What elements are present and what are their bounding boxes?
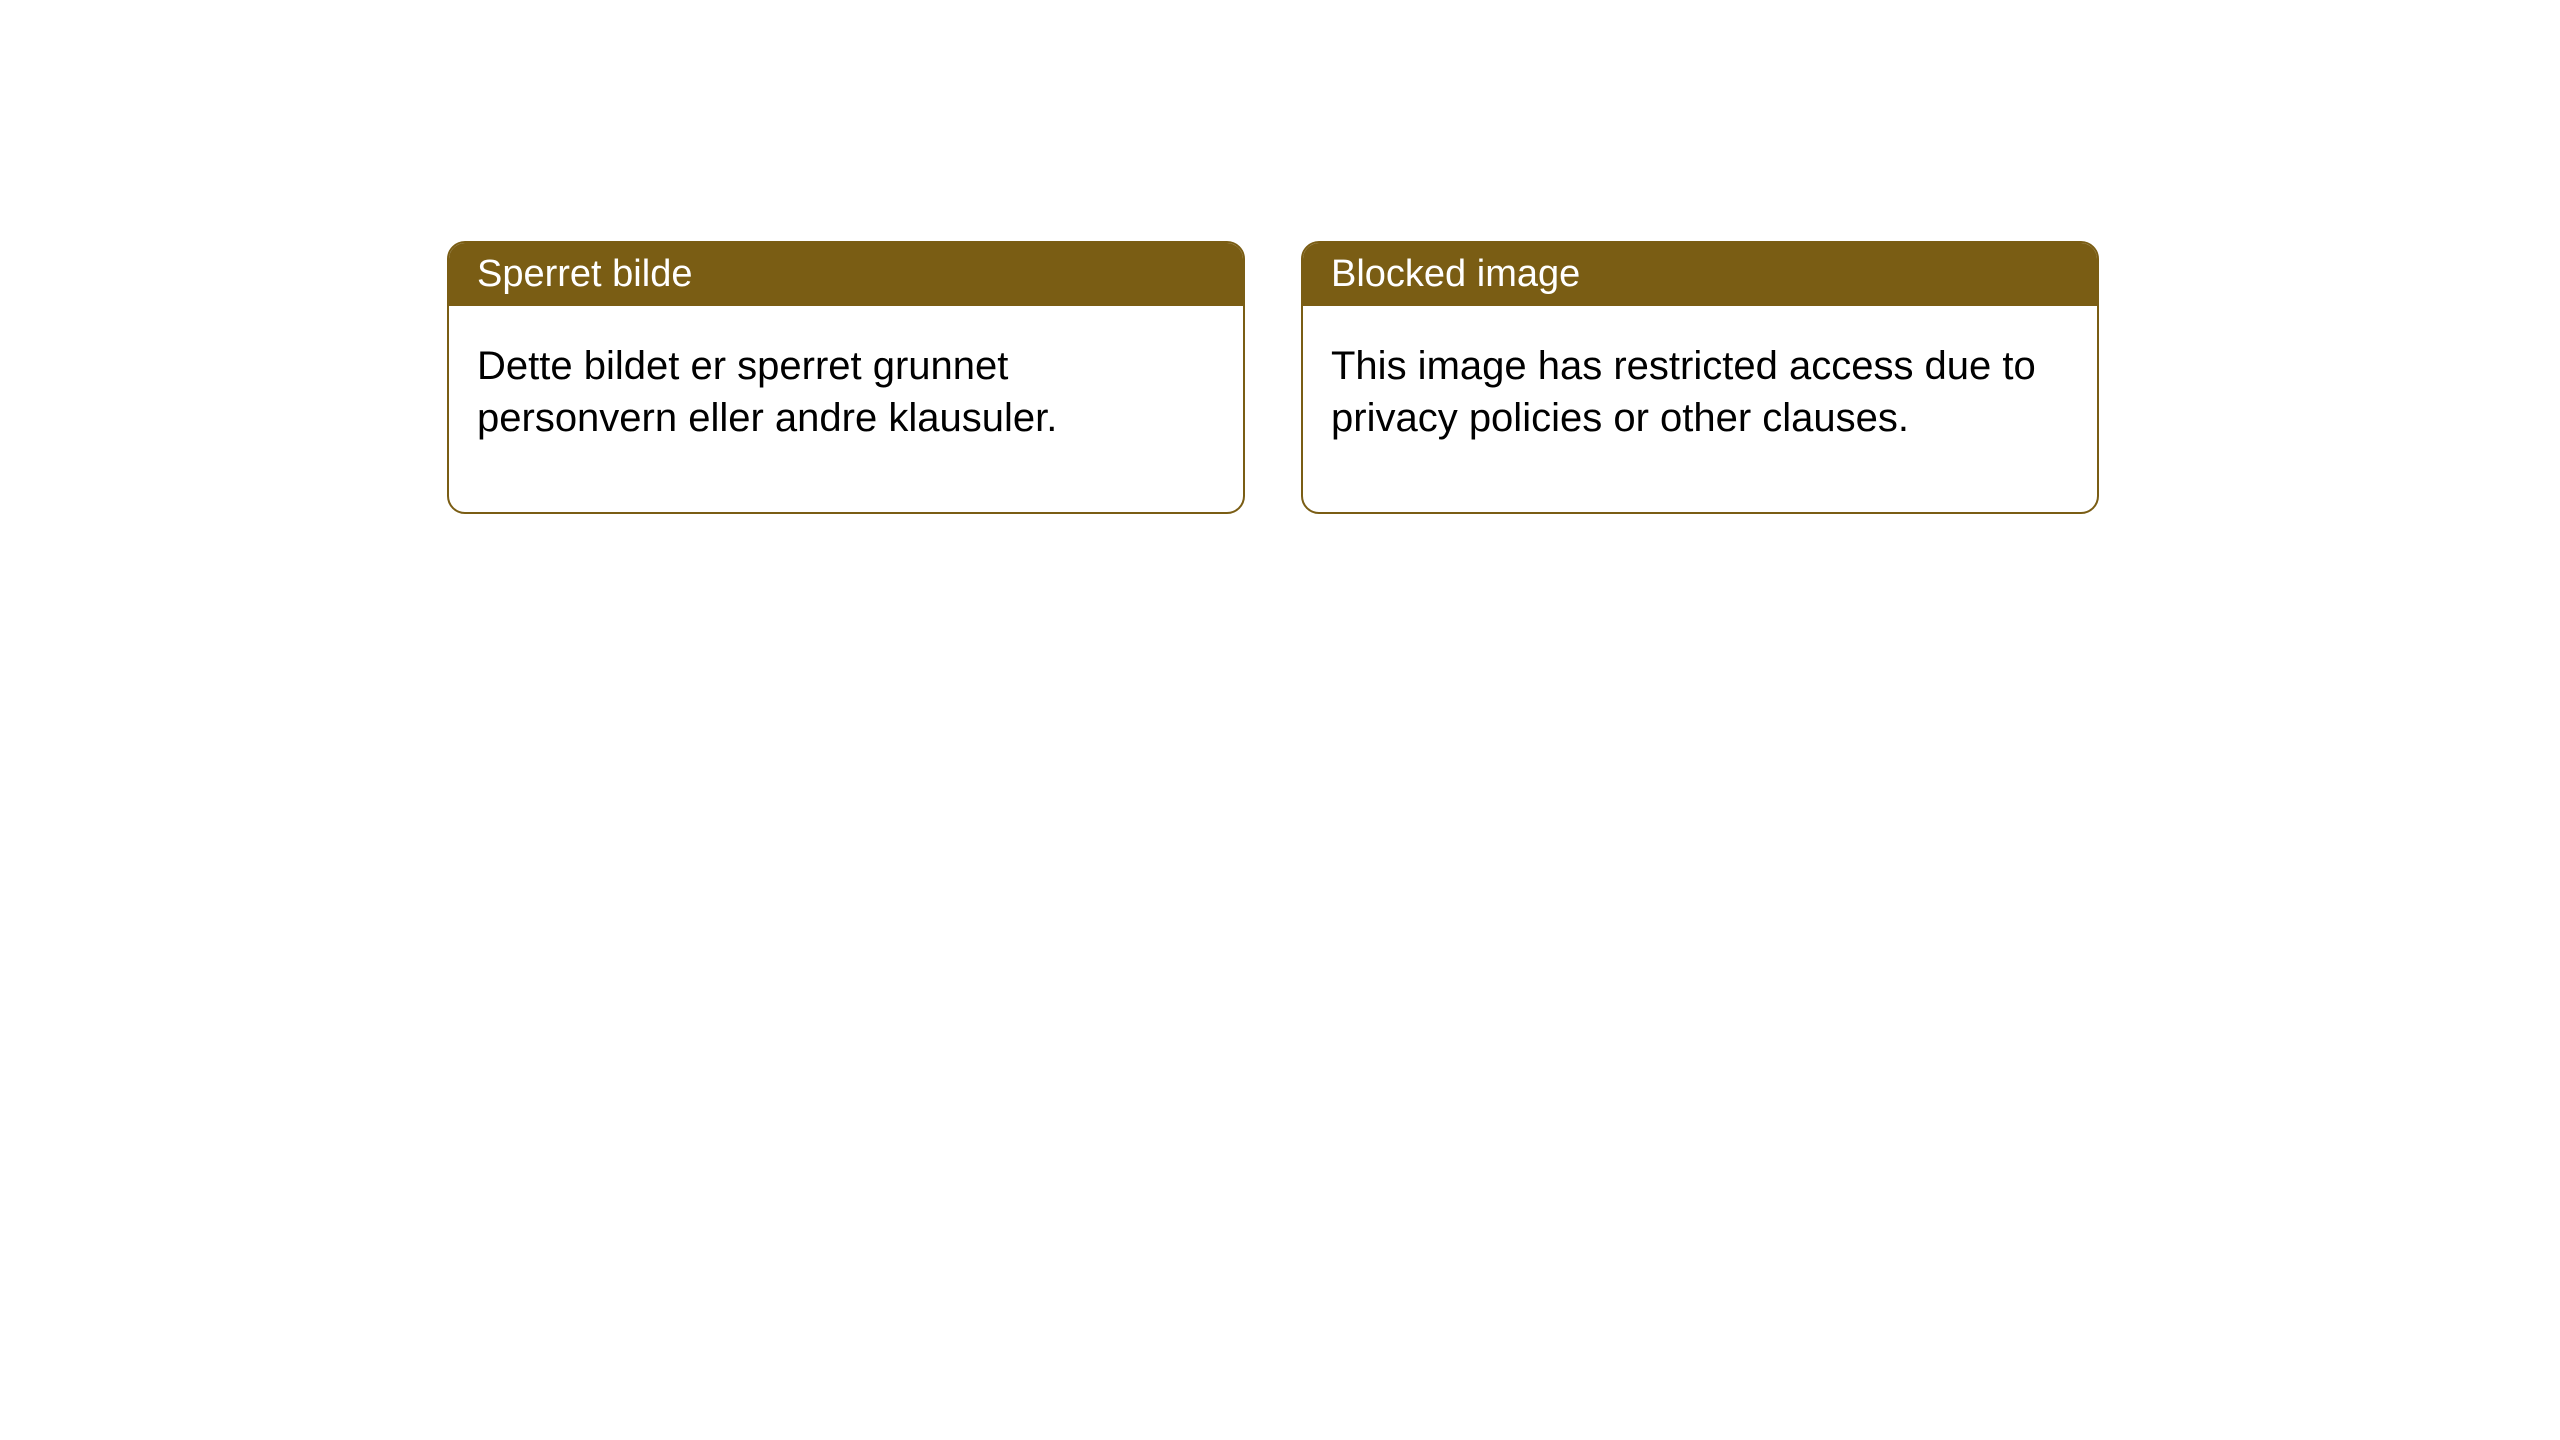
card-body: Dette bildet er sperret grunnet personve… — [449, 306, 1243, 512]
card-body: This image has restricted access due to … — [1303, 306, 2097, 512]
card-title: Blocked image — [1303, 243, 2097, 306]
blocked-image-card-no: Sperret bilde Dette bildet er sperret gr… — [447, 241, 1245, 514]
card-title: Sperret bilde — [449, 243, 1243, 306]
blocked-image-card-en: Blocked image This image has restricted … — [1301, 241, 2099, 514]
notice-cards-container: Sperret bilde Dette bildet er sperret gr… — [447, 241, 2099, 514]
